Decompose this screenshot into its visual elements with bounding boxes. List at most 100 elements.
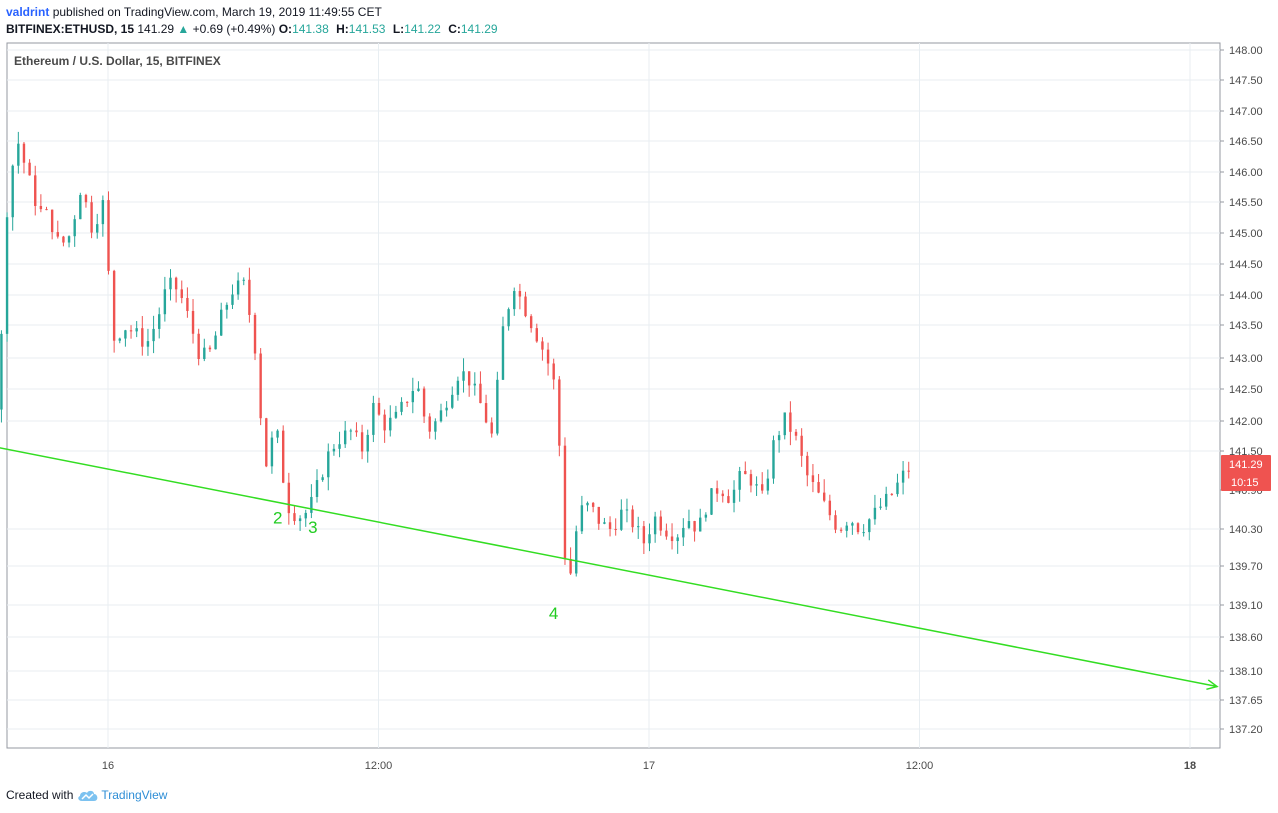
candle-body [473, 383, 477, 386]
candle-body [529, 316, 533, 329]
candle-body [727, 496, 730, 503]
candle-body [620, 509, 623, 530]
candle-body [783, 412, 786, 436]
candle-body [710, 488, 713, 515]
candle-body [467, 371, 471, 386]
last-price-tag [1221, 455, 1271, 491]
symbol-name: BITFINEX:ETHUSD, 15 [6, 22, 135, 36]
candle-body [146, 341, 150, 347]
candle-body [648, 534, 651, 544]
candle-body [90, 202, 93, 233]
candle-body [265, 418, 268, 467]
y-tick-label: 139.10 [1229, 600, 1263, 612]
candle-body [755, 484, 758, 486]
candle-body [800, 435, 803, 456]
candle-body [287, 482, 291, 514]
candle-body [603, 522, 606, 524]
candle-body [343, 430, 347, 445]
candle-body [417, 388, 420, 391]
candle-body [208, 347, 212, 350]
candle-body [811, 475, 815, 483]
candle-body [580, 505, 584, 532]
candle-body [687, 521, 691, 528]
chart-title: Ethereum / U.S. Dollar, 15, BITFINEX [14, 54, 221, 68]
created-with-text: Created with [6, 788, 74, 802]
candle-body [50, 209, 54, 233]
x-tick-label: 12:00 [365, 760, 393, 772]
candle-body [546, 349, 550, 364]
y-tick-label: 147.00 [1229, 106, 1263, 118]
symbol-legend: BITFINEX:ETHUSD, 15 141.29 ▲ +0.69 (+0.4… [6, 22, 502, 36]
candle-body [276, 430, 279, 438]
candle-body [901, 470, 905, 483]
candle-body [597, 506, 600, 524]
candle-body [79, 194, 82, 220]
chart-frame [6, 42, 1221, 749]
candle-body [186, 297, 189, 311]
candle-body [704, 514, 708, 518]
y-tick-label: 148.00 [1229, 45, 1263, 57]
candle-body [732, 489, 736, 503]
candle-body [214, 335, 217, 350]
candle-body [129, 330, 133, 332]
candle-body [191, 310, 195, 334]
candle-body [0, 333, 3, 410]
candle-body [631, 509, 634, 528]
candle-body [794, 431, 798, 436]
y-tick-label: 146.00 [1229, 167, 1263, 179]
grid-lines [7, 43, 1220, 748]
up-arrow-icon: ▲ [177, 22, 190, 36]
candle-body [890, 493, 894, 495]
candle-body [558, 379, 561, 446]
candle-body [5, 217, 9, 334]
candle-body [614, 528, 617, 530]
candle-body [637, 526, 640, 528]
candle-body [270, 437, 274, 467]
candle-body [34, 175, 37, 206]
candle-body [349, 430, 353, 432]
candle-body [744, 471, 747, 475]
candle-body [789, 412, 792, 432]
candle-body [293, 513, 296, 522]
candle-body [575, 531, 578, 574]
candle-body [456, 380, 460, 395]
trendline-group[interactable]: 1234 [0, 444, 1219, 691]
candle-body [62, 236, 65, 243]
candle-body [225, 304, 229, 310]
candle-body [236, 280, 240, 295]
candle-body [676, 537, 679, 542]
candle-body [873, 507, 877, 520]
high-value: 141.53 [348, 22, 386, 36]
candle-body [310, 496, 313, 513]
y-tick-label: 137.20 [1229, 724, 1263, 736]
x-tick-label: 16 [102, 760, 114, 772]
candle-body [907, 470, 910, 472]
candle-body [355, 430, 358, 433]
candle-body [304, 512, 307, 519]
candle-body [39, 205, 43, 210]
x-tick-label: 12:00 [906, 760, 934, 772]
candle-body [513, 291, 516, 310]
candle-body [315, 480, 319, 497]
candle-body [569, 559, 572, 574]
candle-body [541, 341, 544, 350]
footer: Created with TradingView [6, 788, 167, 802]
candles [0, 131, 910, 577]
candle-body [84, 194, 88, 203]
tradingview-logo[interactable]: TradingView [77, 788, 167, 802]
author-link[interactable]: valdrint [6, 5, 50, 19]
candle-body [327, 451, 330, 478]
candle-body [434, 421, 437, 432]
y-tick-label: 145.50 [1229, 197, 1263, 209]
candle-body [22, 143, 26, 163]
candle-body [535, 328, 538, 342]
y-tick-label: 146.50 [1229, 136, 1263, 148]
candle-body [372, 402, 375, 435]
x-tick-label: 17 [643, 760, 655, 772]
candle-body [665, 530, 668, 537]
price-axis[interactable]: 148.00 147.50 147.00 146.50 146.00 145.50 145.… [1220, 45, 1271, 736]
candle-body [73, 219, 76, 237]
candle-body [220, 309, 223, 336]
